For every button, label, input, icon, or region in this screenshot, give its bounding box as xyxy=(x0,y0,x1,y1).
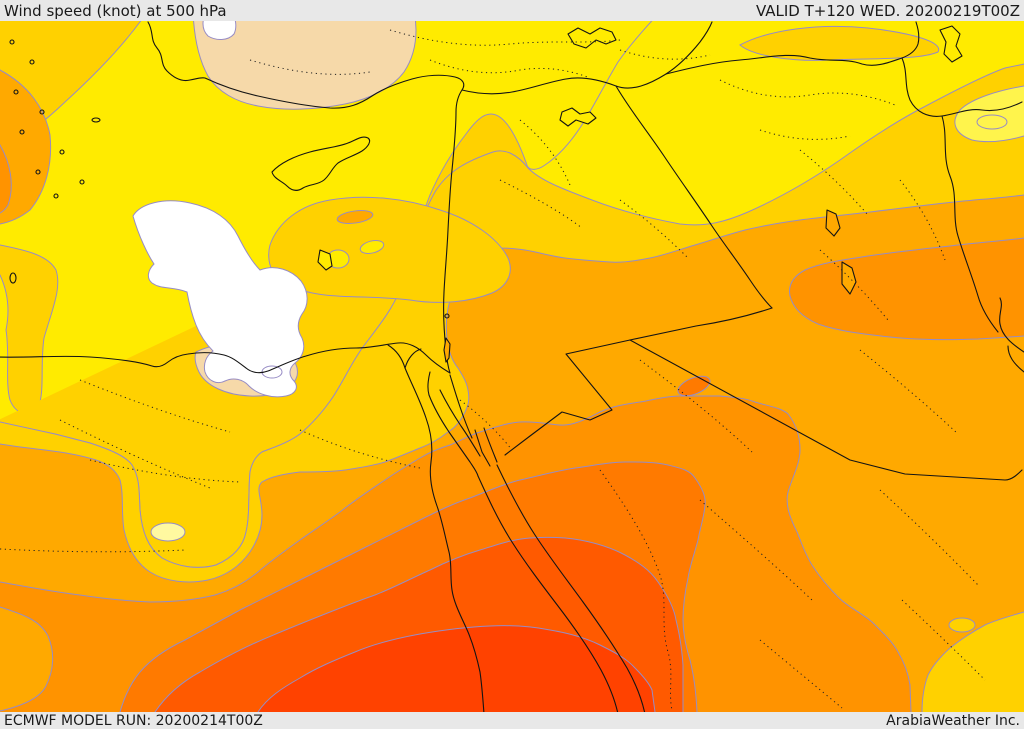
band-white-coastal-bit xyxy=(261,365,283,379)
coastline-gulf-of-suez-east xyxy=(439,389,481,457)
lake-dead-sea xyxy=(443,337,451,363)
weather-map-canvas xyxy=(0,21,1024,712)
border-iran-iraq xyxy=(941,115,999,333)
dotted-egypt-5 xyxy=(59,419,211,489)
border-syria-iraq xyxy=(615,85,773,309)
lake-razzaza xyxy=(841,261,857,295)
river-nile-delta-branch-west xyxy=(387,344,406,369)
coastline-suez-canal xyxy=(427,371,431,396)
lake-van xyxy=(567,27,617,49)
river-nile xyxy=(404,367,485,712)
band-white-main xyxy=(132,200,308,398)
dotted-turkey-4 xyxy=(619,49,711,60)
band-orange-right xyxy=(789,237,1024,341)
border-iraq-saudi xyxy=(629,339,1023,481)
dotted-etturkey-2 xyxy=(759,129,851,140)
contour-hole-yellow-2 xyxy=(359,239,385,255)
model-run-label: ECMWF MODEL RUN: 20200214T00Z xyxy=(4,712,263,729)
band-white-north-mini xyxy=(202,21,237,40)
contour-ellipse-necorner xyxy=(976,114,1008,130)
coastline-redsea-east xyxy=(496,464,646,712)
contour-ellipse-secorner xyxy=(948,617,976,633)
band-gold-secorner xyxy=(921,611,1024,712)
coastline-gulf-of-suez-west xyxy=(428,394,479,477)
coastline-redsea-west xyxy=(477,475,619,712)
coastline-gulf-of-aqaba xyxy=(474,427,498,467)
dotted-iraq-3 xyxy=(819,249,889,321)
lake-tuz xyxy=(317,249,333,271)
band-amber-topleft xyxy=(0,69,52,225)
coastline-persian-gulf xyxy=(999,297,1024,373)
band-amber-swcorner xyxy=(0,606,54,712)
dotted-saudi-3 xyxy=(699,499,813,601)
wind-speed-bands xyxy=(0,21,1024,712)
river-nile-delta-branch-east xyxy=(404,348,422,369)
dotted-admin-boundaries xyxy=(0,29,986,711)
band-peach-north xyxy=(193,21,417,110)
lake-galilee xyxy=(444,313,450,319)
dotted-etturkey-1 xyxy=(719,79,896,106)
valid-time-label: VALID T+120 WED. 20200219T00Z xyxy=(755,1,1020,20)
lake-tharthar xyxy=(825,209,841,237)
lake-ataturk xyxy=(559,107,597,127)
dotted-saudi-2 xyxy=(859,349,959,435)
dotted-jordan xyxy=(299,429,421,469)
lake-urmia xyxy=(939,25,963,63)
coastline-cyprus xyxy=(271,136,371,191)
dotted-syria-1 xyxy=(519,119,571,186)
band-gold-tongue-top xyxy=(739,25,940,61)
geography-lines xyxy=(0,21,1024,712)
band-orange-topleft xyxy=(0,144,12,214)
border-jordan-iraq-saudi xyxy=(504,307,773,456)
band-pale-necorner xyxy=(954,85,1024,143)
contour-capsule-saudi xyxy=(677,375,711,397)
dotted-turkey-3 xyxy=(429,59,591,79)
coastline-turkey-south xyxy=(147,21,465,113)
band-red-core xyxy=(257,625,656,712)
border-israel-egypt xyxy=(449,374,473,439)
attribution-label: ArabiaWeather Inc. xyxy=(886,712,1020,729)
map-title: Wind speed (knot) at 500 hPa xyxy=(4,1,227,20)
dotted-egypt-4 xyxy=(89,459,241,483)
coastline-egypt xyxy=(0,342,451,374)
contour-ellipse-orange-inner xyxy=(336,210,374,224)
header-bar: Wind speed (knot) at 500 hPa VALID T+120… xyxy=(0,0,1024,21)
dotted-syria-2 xyxy=(499,179,583,229)
aegean-islands xyxy=(9,39,101,284)
dotted-saudi-6 xyxy=(759,639,843,709)
contour-ellipse-pale-bullseye xyxy=(150,522,186,542)
footer-bar: ECMWF MODEL RUN: 20200214T00Z ArabiaWeat… xyxy=(0,712,1024,729)
